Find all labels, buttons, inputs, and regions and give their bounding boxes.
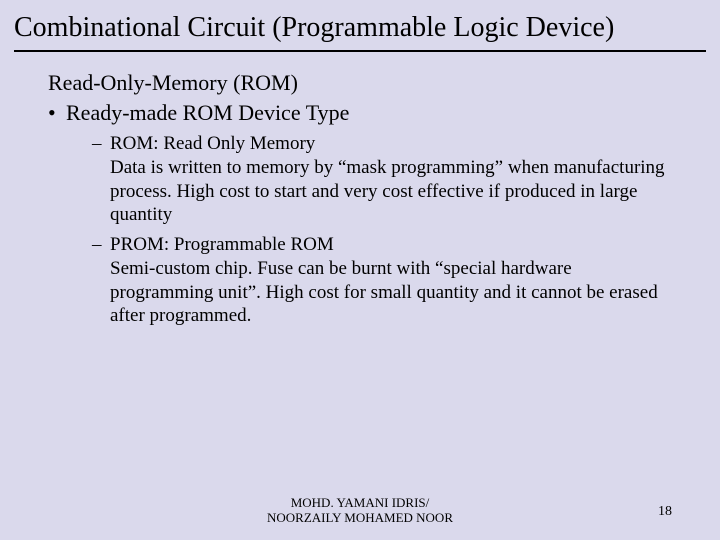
list-item: PROM: Programmable ROM Semi-custom chip.… [92, 233, 672, 328]
list-item: ROM: Read Only Memory Data is written to… [92, 132, 672, 227]
slide-title: Combinational Circuit (Programmable Logi… [0, 0, 720, 50]
content-area: Read-Only-Memory (ROM) Ready-made ROM De… [0, 52, 720, 328]
item-desc: Semi-custom chip. Fuse can be burnt with… [110, 257, 672, 328]
footer-line-1: MOHD. YAMANI IDRIS/ [0, 495, 720, 511]
item-desc: Data is written to memory by “mask progr… [110, 156, 672, 227]
item-term: PROM: Programmable ROM [110, 234, 334, 255]
sub-list: ROM: Read Only Memory Data is written to… [48, 132, 672, 328]
page-number: 18 [658, 504, 672, 520]
footer-line-2: NOORZAILY MOHAMED NOOR [0, 510, 720, 526]
section-heading: Read-Only-Memory (ROM) [48, 70, 672, 96]
item-term: ROM: Read Only Memory [110, 133, 315, 154]
bullet-level-1: Ready-made ROM Device Type [48, 100, 672, 126]
footer-author: MOHD. YAMANI IDRIS/ NOORZAILY MOHAMED NO… [0, 495, 720, 526]
